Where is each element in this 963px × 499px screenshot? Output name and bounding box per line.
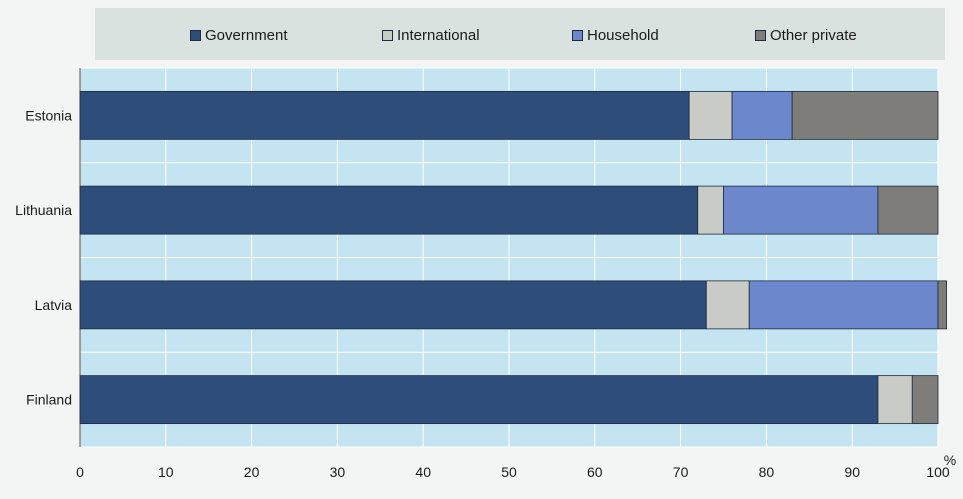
- legend-label: Other private: [770, 27, 857, 44]
- bar-segment-other-private-latvia: [937, 280, 947, 330]
- category-label: Lithuania: [15, 202, 72, 218]
- x-tick-label: 70: [673, 464, 689, 480]
- x-tick-label: 100: [926, 464, 950, 480]
- legend-item-other-private: Other private: [755, 27, 857, 44]
- category-label: Estonia: [25, 107, 72, 123]
- x-tick-label: 30: [330, 464, 346, 480]
- x-tick-label: 0: [76, 464, 84, 480]
- legend-swatch: [572, 30, 583, 41]
- legend-item-international: International: [382, 27, 480, 44]
- legend-swatch: [382, 30, 393, 41]
- bar-segment-international-latvia: [705, 280, 750, 330]
- x-axis-tick-labels: 0 10 20 30 40 50 60 70 80 90 100: [76, 464, 950, 480]
- bar-segment-household-lithuania: [723, 185, 879, 235]
- x-axis-unit-label: %: [944, 452, 956, 468]
- bar-segment-household-latvia: [748, 280, 939, 330]
- bar-segment-government-estonia: [79, 90, 690, 140]
- x-tick-label: 20: [244, 464, 260, 480]
- bar-segment-government-latvia: [79, 280, 707, 330]
- bar-segment-international-lithuania: [697, 185, 724, 235]
- legend-item-government: Government: [190, 27, 288, 44]
- bar-segment-government-lithuania: [79, 185, 699, 235]
- legend-item-household: Household: [572, 27, 659, 44]
- x-tick-label: 40: [415, 464, 431, 480]
- bar-segment-government-finland: [79, 375, 879, 425]
- bar-segment-other-private-estonia: [791, 90, 939, 140]
- legend-swatch: [755, 30, 766, 41]
- x-tick-label: 80: [759, 464, 775, 480]
- legend-label: Household: [587, 27, 659, 44]
- x-tick-label: 90: [844, 464, 860, 480]
- bar-segment-other-private-lithuania: [877, 185, 939, 235]
- category-label: Finland: [26, 392, 72, 408]
- legend-swatch: [190, 30, 201, 41]
- bar-segment-international-estonia: [688, 90, 733, 140]
- x-tick-label: 60: [587, 464, 603, 480]
- category-label: Latvia: [35, 297, 73, 313]
- x-tick-label: 10: [158, 464, 174, 480]
- bar-segment-international-finland: [877, 375, 913, 425]
- legend-label: Government: [205, 27, 288, 44]
- bar-segment-other-private-finland: [911, 375, 939, 425]
- legend-label: International: [397, 27, 480, 44]
- x-tick-label: 50: [501, 464, 517, 480]
- category-labels: Estonia Lithuania Latvia Finland: [15, 107, 72, 407]
- bars: [79, 90, 947, 425]
- bar-segment-household-estonia: [731, 90, 793, 140]
- legend: Government International Household Other pr…: [95, 8, 945, 60]
